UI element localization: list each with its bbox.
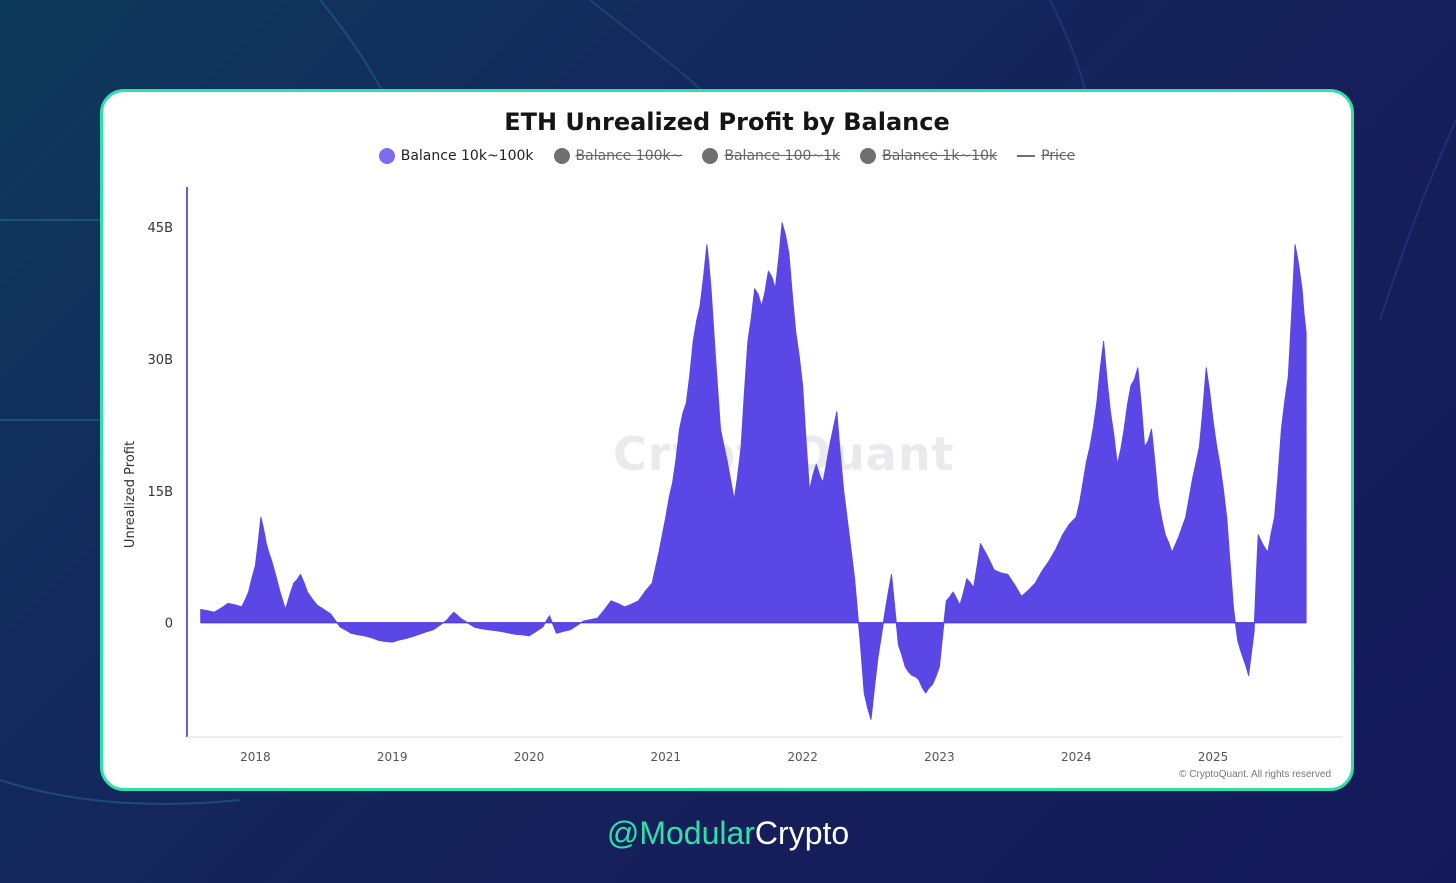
legend-item[interactable]: Balance 100k~ xyxy=(553,148,683,164)
chart-title: ETH Unrealized Profit by Balance xyxy=(504,108,950,136)
x-tick-label: 2021 xyxy=(651,750,682,764)
legend-item[interactable]: Balance 100~1k xyxy=(702,148,840,164)
chart-card: ETH Unrealized Profit by Balance Balance… xyxy=(100,89,1354,791)
x-tick-label: 2018 xyxy=(240,750,271,764)
x-tick-label: 2019 xyxy=(377,750,408,764)
legend-item[interactable]: Balance 1k~10k xyxy=(860,148,997,164)
legend-label: Balance 1k~10k xyxy=(882,148,998,164)
legend-dot-icon xyxy=(553,148,570,164)
legend-item[interactable]: Balance 10k~100k xyxy=(378,148,534,164)
y-tick-label: 45B xyxy=(148,221,173,236)
x-tick-label: 2023 xyxy=(924,750,955,764)
legend-item[interactable]: Price xyxy=(1017,148,1075,164)
legend-line-icon xyxy=(1017,155,1036,157)
x-tick-label: 2025 xyxy=(1198,750,1229,764)
legend-dot-icon xyxy=(378,148,395,164)
x-tick-label: 2022 xyxy=(787,750,818,764)
footer-handle: @Modular xyxy=(606,815,755,851)
chart-legend: Balance 10k~100k Balance 100k~ Balance 100… xyxy=(103,148,1351,164)
y-tick-label: 15B xyxy=(148,485,173,500)
legend-label: Balance 100~1k xyxy=(724,148,841,164)
legend-label: Price xyxy=(1041,148,1076,164)
series-area-balance-10k-100k xyxy=(200,222,1307,720)
x-tick-label: 2024 xyxy=(1061,750,1092,764)
x-tick-label: 2020 xyxy=(514,750,545,764)
y-tick-label: 30B xyxy=(148,353,173,368)
footer-attribution: @ModularCrypto xyxy=(0,815,1456,852)
y-tick-label: 0 xyxy=(165,617,173,632)
chart-plot: 45B 30B 15B 0 Unrealized Profit 2018 2019 2020 2… xyxy=(123,187,1343,764)
legend-label: Balance 100k~ xyxy=(575,148,683,164)
footer-brand: Crypto xyxy=(754,815,850,851)
copyright-note: © CryptoQuant. All rights reserved xyxy=(1179,769,1331,780)
legend-dot-icon xyxy=(702,148,719,164)
legend-dot-icon xyxy=(860,148,877,164)
legend-label: Balance 10k~100k xyxy=(400,148,534,164)
y-axis-label: Unrealized Profit xyxy=(123,441,138,548)
